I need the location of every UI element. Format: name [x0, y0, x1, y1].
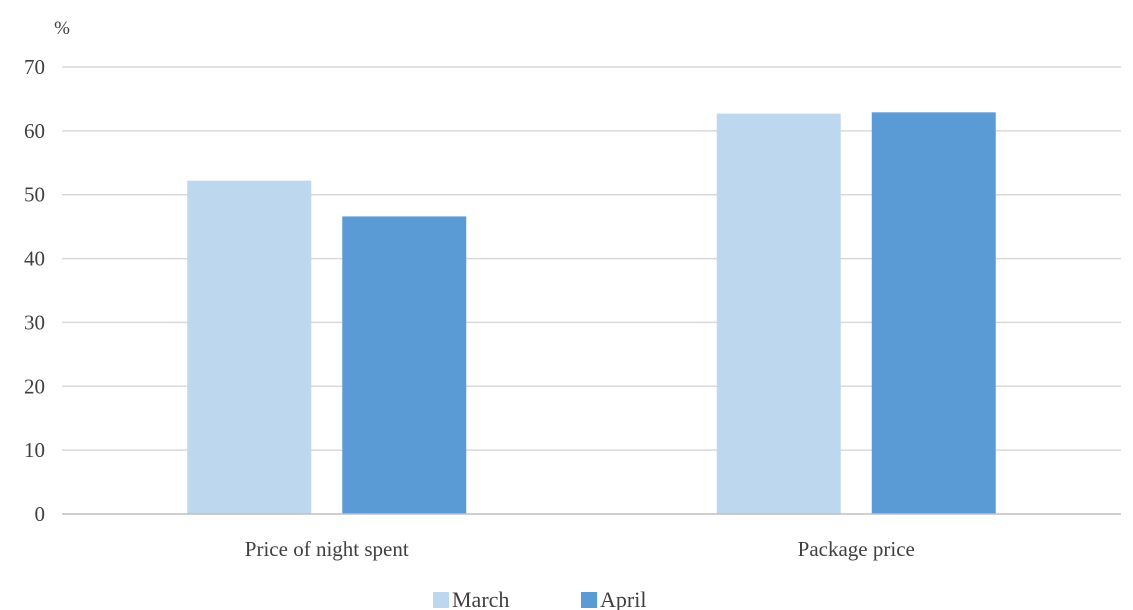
y-tick-label: 60 [24, 119, 45, 143]
y-tick-label: 0 [35, 502, 46, 526]
y-tick-label: 40 [24, 247, 45, 271]
y-tick-label: 70 [24, 55, 45, 79]
bar-april-0 [342, 216, 467, 514]
legend-swatch-april [581, 592, 597, 608]
y-tick-label: 20 [24, 374, 45, 398]
y-axis-tick-labels: 0 10 20 30 40 50 60 70 [24, 55, 45, 526]
legend: March April [433, 587, 646, 610]
y-tick-label: 30 [24, 310, 45, 334]
bar-march-1 [716, 113, 841, 514]
bar-april-1 [871, 112, 996, 515]
y-tick-label: 10 [24, 438, 45, 462]
category-labels: Price of night spent Package price [245, 537, 915, 561]
category-label: Price of night spent [245, 537, 409, 561]
legend-label-march: March [452, 587, 509, 610]
bars [187, 112, 996, 515]
y-tick-label: 50 [24, 183, 45, 207]
y-axis-unit-label: % [54, 18, 70, 39]
category-label: Package price [798, 537, 915, 561]
legend-swatch-march [433, 592, 449, 608]
legend-label-april: April [600, 587, 646, 610]
bar-march-0 [187, 180, 312, 514]
